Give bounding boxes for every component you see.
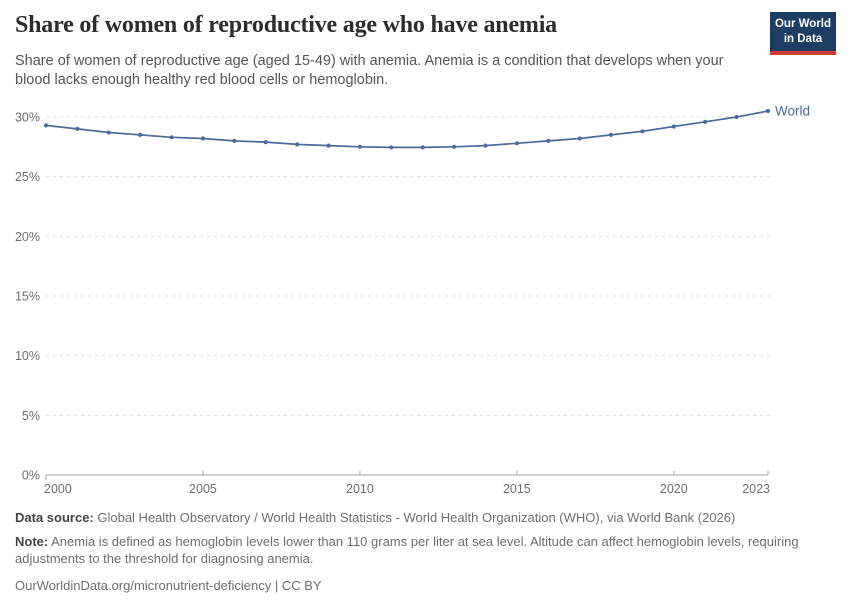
data-point	[734, 114, 739, 120]
series-end-label: World	[775, 104, 810, 119]
note-text: Anemia is defined as hemoglobin levels l…	[15, 533, 799, 567]
data-source-line: Data source: Global Health Observatory /…	[15, 509, 842, 527]
owid-logo: Our World in Data	[770, 12, 836, 55]
y-tick-label: 10%	[15, 349, 40, 363]
data-point	[483, 143, 488, 148]
line-chart-svg: 0% 5% 10% 15% 20% 25% 30% 2000 2005 2010 2015 2020 2…	[15, 104, 810, 496]
data-point	[263, 140, 268, 145]
chart-footer: Data source: Global Health Observatory /…	[15, 509, 842, 600]
y-tick-label: 0%	[22, 469, 40, 483]
note-label: Note:	[15, 533, 49, 549]
x-tick-label: 2020	[660, 482, 688, 496]
y-tick-label: 5%	[22, 409, 40, 423]
data-point	[389, 145, 394, 150]
owid-logo-line2: in Data	[783, 32, 823, 45]
data-point	[169, 135, 174, 140]
data-point	[75, 126, 80, 131]
data-point	[514, 141, 520, 146]
line-chart: 0% 5% 10% 15% 20% 25% 30% 2000 2005 2010 2015 2020 2…	[0, 95, 850, 505]
data-point	[608, 132, 614, 137]
note-line: Note: Anemia is defined as hemoglobin le…	[15, 533, 842, 568]
x-tick-label: 2023	[742, 482, 770, 496]
data-point	[357, 144, 362, 149]
data-point	[546, 138, 551, 143]
data-point	[420, 145, 425, 150]
citation-url: OurWorldinData.org/micronutrient-deficie…	[15, 577, 322, 593]
data-point	[577, 136, 582, 141]
data-point	[138, 132, 143, 137]
owid-logo-line1: Our World	[774, 18, 831, 30]
data-point	[765, 108, 771, 114]
data-point	[452, 144, 457, 149]
page-title: Share of women of reproductive age who h…	[15, 12, 557, 38]
data-point	[671, 124, 676, 129]
series-line	[45, 110, 769, 149]
x-tick-label: 2005	[189, 482, 217, 496]
y-tick-label: 15%	[15, 290, 40, 304]
data-point	[326, 143, 331, 148]
data-point	[640, 129, 645, 134]
x-tick-label: 2010	[346, 482, 374, 496]
data-source-label: Data source:	[15, 510, 94, 525]
data-source-text: Global Health Observatory / World Health…	[93, 510, 736, 525]
x-tick-label: 2015	[503, 482, 531, 496]
chart-subtitle: Share of women of reproductive age (aged…	[15, 53, 724, 89]
data-point	[106, 130, 111, 135]
y-tick-label: 30%	[15, 111, 40, 125]
data-point	[43, 123, 49, 128]
y-tick-label: 20%	[15, 230, 40, 244]
x-tick-label: 2000	[44, 482, 72, 496]
data-point	[295, 142, 300, 147]
data-point	[232, 138, 237, 143]
data-point	[200, 136, 206, 141]
data-point	[703, 119, 708, 124]
y-tick-label: 25%	[15, 170, 40, 184]
